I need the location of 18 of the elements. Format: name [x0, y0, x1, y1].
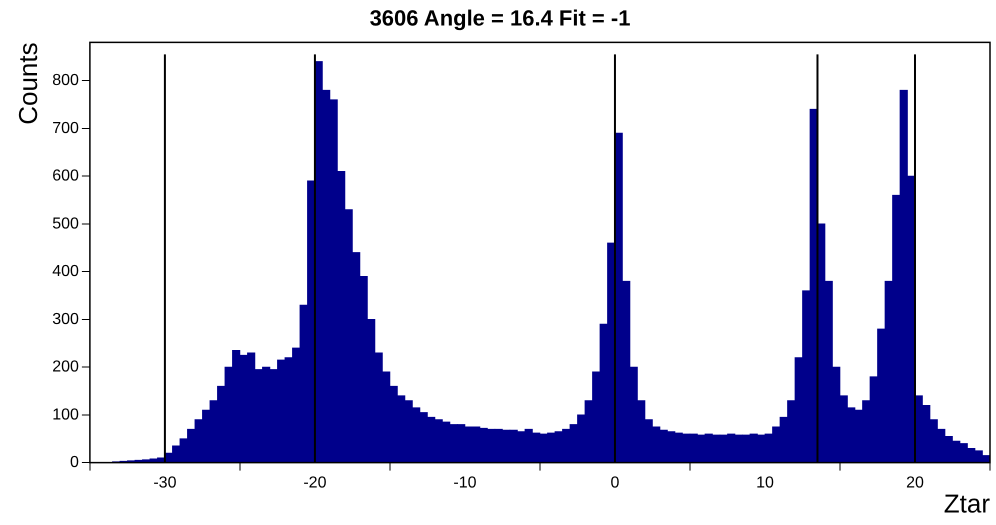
y-tick-label: 0: [70, 454, 79, 472]
x-tick-label: -30: [153, 474, 177, 492]
x-tick-label: -20: [303, 474, 327, 492]
y-tick-label: 200: [52, 358, 79, 376]
y-axis-title: Counts: [12, 42, 43, 125]
y-tick-label: 700: [52, 120, 79, 137]
x-tick-label: 0: [610, 474, 620, 492]
y-tick-label: 600: [52, 168, 79, 185]
x-tick-label: 20: [906, 474, 924, 492]
y-tick-label: 800: [52, 72, 79, 90]
y-tick-label: 100: [52, 406, 79, 424]
x-axis-title: Ztar: [944, 488, 990, 519]
x-tick-label: 10: [756, 474, 774, 492]
x-tick-label: -10: [453, 474, 477, 492]
y-tick-label: 300: [52, 310, 79, 328]
y-tick-label: 500: [52, 215, 79, 232]
y-tick-label: 400: [52, 263, 79, 280]
chart-title: 3606 Angle = 16.4 Fit = -1: [370, 5, 630, 30]
